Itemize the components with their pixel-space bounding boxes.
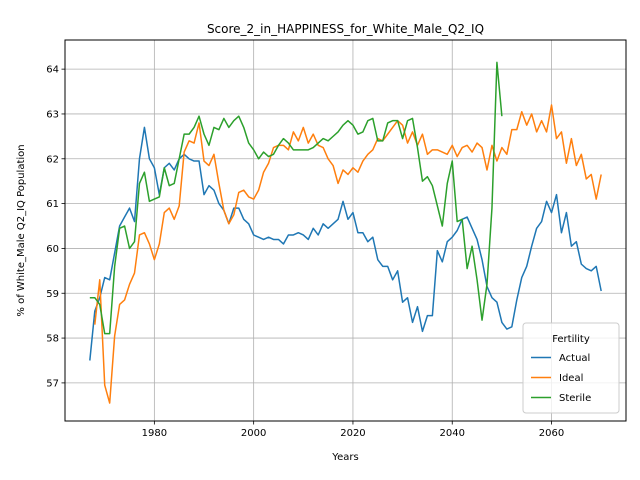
legend-label-sterile: Sterile [559, 393, 591, 404]
series-line-sterile [89, 61, 503, 335]
x-tick-label: 2040 [440, 428, 465, 439]
y-tick-label: 64 [46, 65, 59, 76]
y-tick-label: 61 [46, 199, 59, 210]
y-axis-label: % of White_Male Q2_IQ Population [16, 144, 27, 316]
axis-ticks: 1980 2000 2020 2040 2060 57 58 59 60 61 62 63 64 [46, 65, 564, 439]
y-tick-label: 62 [46, 154, 59, 165]
series-line-actual [89, 126, 602, 361]
plot-frame [64, 39, 627, 422]
y-tick-label: 63 [46, 109, 59, 120]
series-line-ideal [94, 104, 602, 404]
legend-title: Fertility [552, 334, 590, 345]
x-tick-label: 2060 [539, 428, 564, 439]
x-tick-label: 2020 [340, 428, 365, 439]
legend-label-actual: Actual [559, 353, 590, 364]
legend-label-ideal: Ideal [559, 373, 583, 384]
series-lines [89, 61, 602, 404]
chart-title: Score_2_in_HAPPINESS_for_White_Male_Q2_I… [207, 22, 484, 36]
y-tick-label: 57 [46, 378, 59, 389]
x-tick-label: 1980 [142, 428, 167, 439]
y-tick-label: 58 [46, 334, 59, 345]
legend-items: Actual Ideal Sterile [531, 353, 591, 404]
legend-box [522, 322, 620, 414]
x-tick-label: 2000 [241, 428, 266, 439]
y-tick-label: 60 [46, 244, 59, 255]
y-tick-label: 59 [46, 289, 59, 300]
legend: Fertility Actual Ideal Sterile [522, 322, 620, 414]
x-axis-label: Years [331, 452, 358, 463]
